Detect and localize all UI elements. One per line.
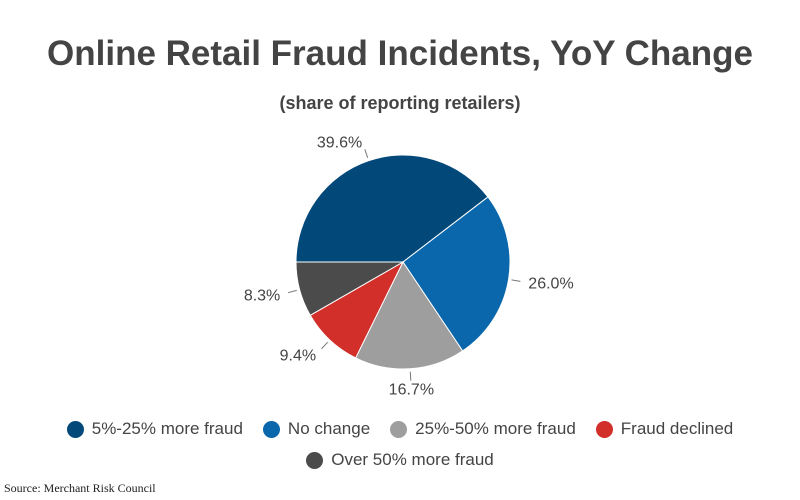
leader-line	[321, 341, 329, 350]
legend-row-2: Over 50% more fraud	[0, 450, 800, 470]
data-label: 39.6%	[317, 135, 362, 152]
legend-item: Over 50% more fraud	[306, 450, 494, 470]
pie-slice	[402, 196, 511, 352]
pie-slice	[354, 261, 464, 370]
legend-swatch	[262, 420, 280, 438]
legend-item: No change	[262, 419, 371, 439]
legend-label: Over 50% more fraud	[331, 450, 494, 469]
legend-swatch	[306, 451, 324, 469]
legend-swatch	[66, 420, 84, 438]
data-label: 9.4%	[280, 348, 316, 365]
legend-swatch	[390, 420, 408, 438]
leader-line	[409, 371, 412, 381]
data-label: 16.7%	[389, 382, 434, 399]
legend-item: 5%-25% more fraud	[66, 419, 243, 439]
legend-label: 25%-50% more fraud	[415, 419, 576, 438]
data-label: 26.0%	[528, 276, 573, 293]
source-note: Source: Merchant Risk Council	[4, 481, 156, 495]
leader-line	[364, 149, 369, 158]
pie-slice	[295, 154, 489, 263]
legend: 5%-25% more fraud No change 25%-50% more f…	[0, 419, 800, 439]
legend-item: 25%-50% more fraud	[390, 419, 576, 439]
chart-subtitle: (share of reporting retailers)	[279, 93, 521, 113]
legend-label: 5%-25% more fraud	[91, 419, 243, 438]
legend-swatch	[595, 420, 613, 438]
data-label: 8.3%	[244, 288, 280, 305]
leader-line	[287, 289, 297, 294]
pie-slice	[295, 261, 405, 316]
legend-label: Fraud declined	[620, 419, 734, 438]
leader-line	[511, 279, 521, 282]
legend-item: Fraud declined	[595, 419, 734, 439]
legend-label: No change	[287, 419, 371, 438]
chart-title: Online Retail Fraud Incidents, YoY Chang…	[47, 34, 753, 73]
